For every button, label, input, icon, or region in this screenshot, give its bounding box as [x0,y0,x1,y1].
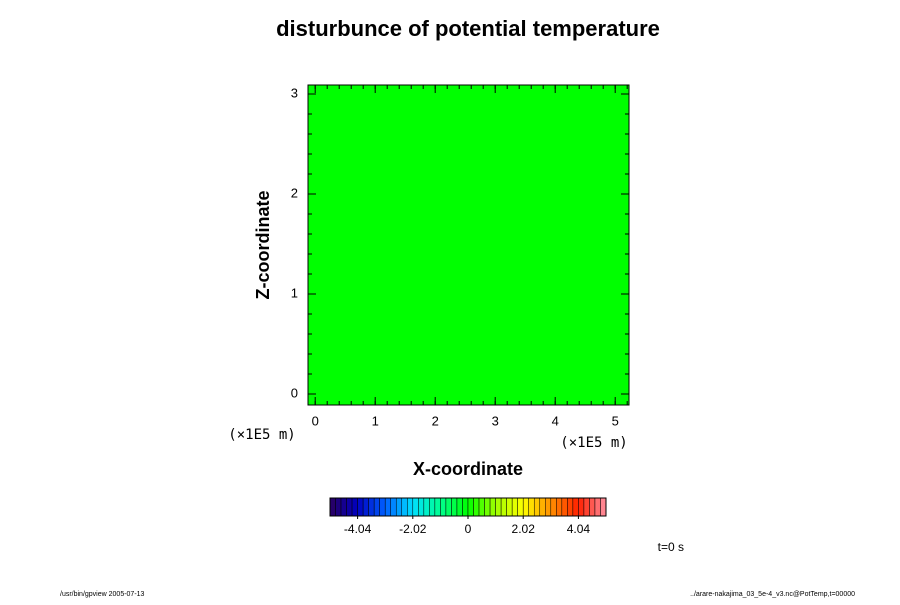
colorbar-stripe [589,497,596,517]
colorbar-stripe [594,497,601,517]
x-tick-label: 2 [432,413,439,428]
colorbar-stripe [423,497,430,517]
colorbar-stripe [495,497,502,517]
colorbar-stripe [561,497,568,517]
colorbar-tick-label: -4.04 [344,522,372,536]
time-label: t=0 s [658,540,684,554]
colorbar-stripe [395,497,403,517]
colorbar-stripe [340,497,347,517]
colorbar-stripe [556,497,563,517]
plot-frame [307,84,630,406]
x-tick-label: 3 [492,413,499,428]
x-unit: (×1E5 m) [560,435,627,451]
chart-title: disturbunce of potential temperature [276,16,660,41]
colorbar-stripe [429,497,436,517]
colorbar-stripe [506,497,513,517]
colorbar-stripe [511,497,518,517]
colorbar-stripe [335,497,342,517]
colorbar-stripe [351,497,358,517]
colorbar-stripe [583,497,590,517]
colorbar-stripe [445,497,452,517]
colorbar-stripe [578,497,585,517]
colorbar-stripe [401,497,408,517]
x-tick-label: 1 [372,413,379,428]
x-tick-label: 4 [552,413,559,428]
y-tick-label: 3 [291,85,298,100]
colorbar-stripe [567,497,574,517]
colorbar-stripe [545,497,552,517]
colorbar-stripe [473,497,480,517]
y-axis-label: Z-coordinate [253,190,273,299]
colorbar-stripe [373,497,380,517]
colorbar-stripe [368,497,375,517]
colorbar-stripe [451,497,458,517]
colorbar-stripe [418,497,425,517]
colorbar-stripe [517,497,524,517]
colorbar-tick-label: 4.04 [567,522,591,536]
colorbar-stripe [484,497,491,517]
colorbar-tick-label: 2.02 [512,522,536,536]
y-tick-label: 2 [291,185,298,200]
colorbar-stripe [489,497,496,517]
colorbar-stripe [407,497,414,517]
footer-right: ../arare-nakajima_03_5e-4_v3.nc@PotTemp,… [690,591,855,598]
colorbar-stripe [522,497,529,517]
colorbar-stripe [572,497,579,517]
colorbar-tick-label: -2.02 [399,522,427,536]
colorbar-stripe [467,497,474,517]
colorbar-stripe [528,497,535,517]
y-tick-label: 1 [291,285,298,300]
colorbar-stripe [346,497,353,517]
colorbar-stripe [379,497,386,517]
x-tick-label: 0 [312,413,319,428]
colorbar-stripe [550,497,557,517]
colorbar-stripe [434,497,441,517]
colorbar-stripe [462,497,469,517]
colorbar-stripe [362,497,369,517]
footer-left: /usr/bin/gpview 2005-07-13 [60,591,145,598]
y-unit: (×1E5 m) [228,427,295,443]
colorbar-stripe [357,497,364,517]
colorbar-stripe [600,497,607,517]
colorbar-stripe [390,497,397,517]
colorbar-stripe [412,497,419,517]
heatmap-cell [308,85,629,405]
colorbar-stripe [384,497,391,517]
colorbar-tick-label: 0 [465,522,472,536]
colorbar-stripe [440,497,447,517]
colorbar-stripe [533,497,541,517]
x-tick-label: 5 [612,413,619,428]
colorbar-stripe [539,497,546,517]
colorbar-stripe [329,497,336,517]
y-tick-label: 0 [291,385,298,400]
colorbar-stripe [478,497,485,517]
colorbar-stripe [500,497,507,517]
colorbar-stripe [456,497,463,517]
x-axis-label: X-coordinate [413,459,523,479]
